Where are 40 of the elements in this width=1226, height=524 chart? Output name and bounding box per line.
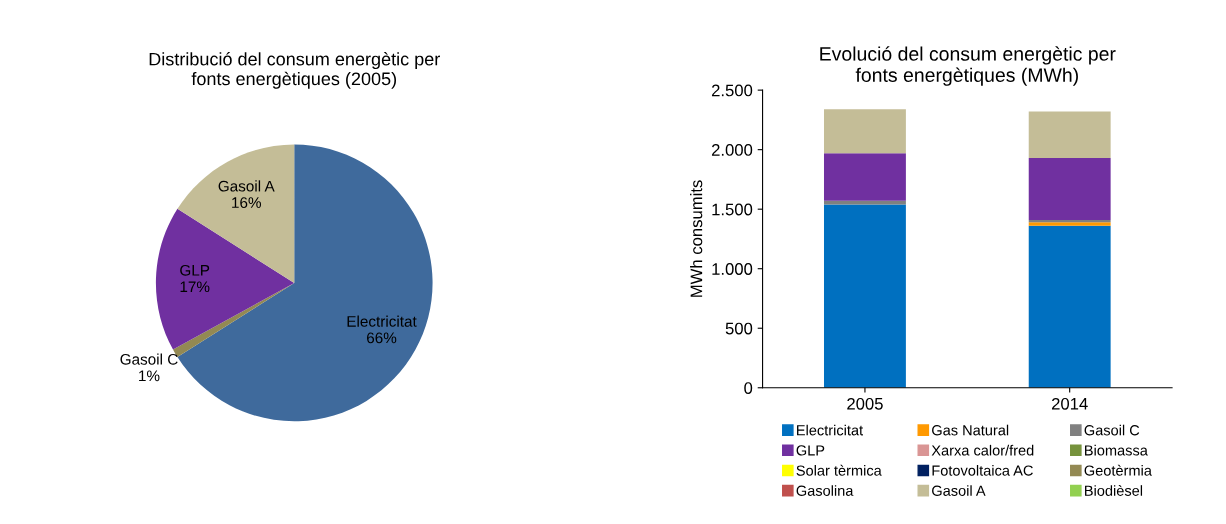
bar — [823, 153, 906, 201]
legend-label: Geotèrmia — [1084, 464, 1152, 476]
legend-label: Solar tèrmica — [796, 464, 882, 476]
legend-label: Biodièsel — [1085, 485, 1143, 496]
bar — [1028, 111, 1111, 158]
y-tick-label: 2.500 — [711, 84, 753, 97]
bar — [1028, 157, 1111, 220]
legend-label: Gasolina — [796, 485, 854, 496]
x-tick-label: 2005 — [847, 397, 883, 410]
data-label: 66% — [367, 332, 397, 344]
legend-label: Electricitat — [797, 424, 863, 436]
y-tick-label: 1.500 — [712, 203, 753, 216]
slice-label: Gasoil C — [120, 353, 178, 365]
y-tick-label: 0 — [744, 382, 753, 394]
bar — [1028, 225, 1111, 388]
legend-label: Gas Natural — [932, 424, 1009, 436]
legend-label: Gasoil A — [932, 485, 986, 496]
slice-label: GLP — [180, 264, 210, 276]
pie-slice — [177, 144, 433, 422]
data-label: 1% — [139, 370, 160, 382]
slice-label: Gasoil A — [218, 180, 275, 192]
y-axis-title: MWh consumits — [690, 180, 703, 297]
y-tick-label: 500 — [725, 322, 753, 335]
legend-label: Fotovoltaica AC — [932, 465, 1033, 476]
chart-title: Distribució del consum energètic per fonts energètiques (2005) — [149, 52, 440, 89]
legend-label: Gasoil C — [1084, 424, 1140, 436]
slice-label: Electricitat — [347, 315, 417, 327]
data-label: 17% — [180, 281, 210, 293]
bar — [823, 109, 906, 154]
legend-label: Xarxa calor/fred — [931, 444, 1034, 456]
legend-label: GLP — [796, 445, 825, 456]
y-tick-label: 1.000 — [712, 263, 753, 275]
legend-label: Biomassa — [1085, 444, 1148, 456]
x-tick-label: 2014 — [1051, 397, 1088, 410]
pie-slice — [177, 144, 295, 283]
chart-title: Evolució del consum energètic per fonts energètiques (MWh) — [820, 46, 1116, 86]
bar — [823, 204, 906, 388]
pie-slice — [155, 208, 295, 350]
data-label: 16% — [232, 197, 261, 209]
y-tick-label: 2.000 — [711, 144, 753, 156]
